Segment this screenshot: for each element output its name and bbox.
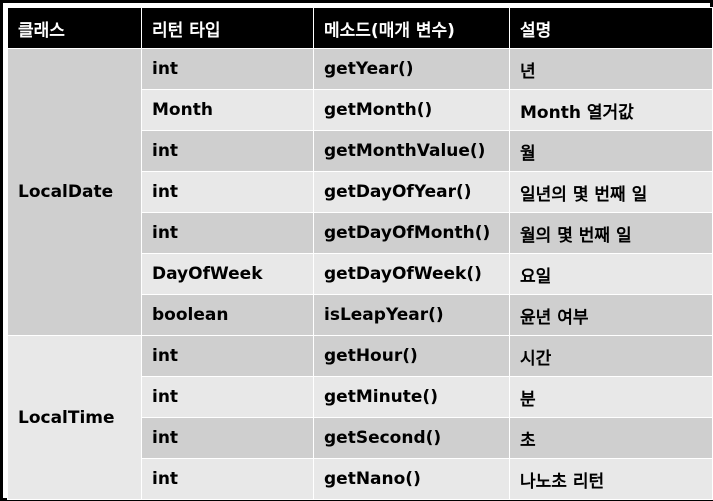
header-method: 메소드(매개 변수) (313, 7, 510, 49)
description-cell: 초 (509, 417, 713, 459)
method-cell: isLeapYear() (313, 294, 510, 336)
return-type-cell: int (141, 376, 314, 418)
description-cell: 일년의 몇 번째 일 (509, 171, 713, 213)
return-type-cell: int (141, 335, 314, 377)
return-type-cell: int (141, 458, 314, 500)
table-row: Month getMonth() Month 열거값 (8, 89, 713, 131)
method-cell: getDayOfWeek() (313, 253, 510, 295)
header-return-type: 리턴 타입 (141, 7, 314, 49)
header-class: 클래스 (7, 7, 142, 49)
method-cell: getDayOfYear() (313, 171, 510, 213)
header-row: 클래스 리턴 타입 메소드(매개 변수) 설명 (7, 7, 713, 49)
description-cell: 시간 (509, 335, 713, 377)
return-type-cell: int (141, 417, 314, 459)
table-row: int getDayOfMonth() 월의 몇 번째 일 (8, 212, 713, 254)
table-row: int getSecond() 초 (8, 417, 713, 459)
method-cell: getMinute() (313, 376, 510, 418)
description-cell: 윤년 여부 (509, 294, 713, 336)
return-type-cell: int (141, 212, 314, 254)
return-type-cell: Month (141, 89, 314, 131)
header-description: 설명 (509, 7, 713, 49)
description-cell: Month 열거값 (509, 89, 713, 131)
method-cell: getYear() (313, 48, 510, 90)
method-cell: getDayOfMonth() (313, 212, 510, 254)
table-row: int getDayOfYear() 일년의 몇 번째 일 (8, 171, 713, 213)
class-name-cell: LocalTime (7, 335, 142, 500)
description-cell: 나노초 리턴 (509, 458, 713, 500)
return-type-cell: int (141, 48, 314, 90)
table-row: DayOfWeek getDayOfWeek() 요일 (8, 253, 713, 295)
methods-table: 클래스 리턴 타입 메소드(매개 변수) 설명 LocalDate int ge… (7, 7, 713, 500)
method-cell: getSecond() (313, 417, 510, 459)
return-type-cell: int (141, 130, 314, 172)
method-cell: getMonth() (313, 89, 510, 131)
table-row: int getNano() 나노초 리턴 (8, 458, 713, 500)
description-cell: 월 (509, 130, 713, 172)
method-cell: getHour() (313, 335, 510, 377)
description-cell: 분 (509, 376, 713, 418)
return-type-cell: DayOfWeek (141, 253, 314, 295)
description-cell: 요일 (509, 253, 713, 295)
description-cell: 년 (509, 48, 713, 90)
table-row: LocalDate int getYear() 년 (7, 48, 713, 336)
return-type-cell: int (141, 171, 314, 213)
method-cell: getMonthValue() (313, 130, 510, 172)
table-row: int getMonthValue() 월 (8, 130, 713, 172)
table-row: int getMinute() 분 (8, 376, 713, 418)
class-name-cell: LocalDate (7, 48, 142, 336)
method-cell: getNano() (313, 458, 510, 500)
description-cell: 월의 몇 번째 일 (509, 212, 713, 254)
table-row: LocalTime int getHour() 시간 (7, 335, 713, 500)
return-type-cell: boolean (141, 294, 314, 336)
